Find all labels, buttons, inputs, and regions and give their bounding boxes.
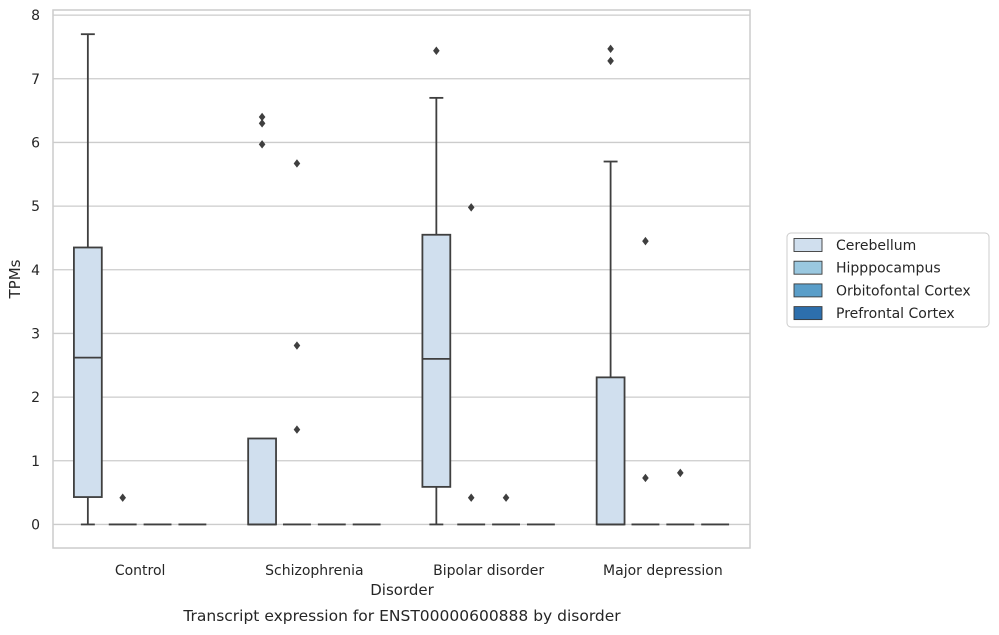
box-hipppocampus (631, 236, 660, 526)
y-tick-label: 4 (31, 263, 40, 279)
y-tick-label: 1 (31, 454, 40, 470)
y-tick-label: 5 (31, 199, 40, 215)
y-tick-labels: 0 1 2 3 4 5 6 7 8 (31, 8, 40, 533)
x-tick-label: Bipolar disorder (433, 563, 544, 579)
legend-swatch (793, 238, 823, 252)
outlier-point (607, 44, 614, 54)
outlier-point (467, 493, 475, 502)
box-hipppocampus (283, 159, 311, 526)
box-orbitofontal-cortex (666, 468, 695, 526)
legend: Cerebellum Hipppocampus Orbitofontal Corte… (786, 232, 990, 328)
box-iqr (595, 376, 626, 526)
y-tick-label: 0 (31, 517, 40, 533)
outlier-point (258, 112, 266, 122)
box-cerebellum (595, 44, 626, 526)
y-tick-label: 7 (31, 72, 40, 88)
y-tick-label: 2 (31, 390, 40, 406)
box-cerebellum (73, 33, 103, 526)
plot-marks (73, 33, 730, 526)
outlier-point (119, 493, 126, 502)
x-tick-labels: Control Schizophrenia Bipolar disorder Majo… (115, 563, 723, 579)
x-tick-label: Major depression (603, 563, 723, 579)
chart-caption: Transcript expression for ENST0000060088… (182, 607, 621, 625)
y-axis-title: TPMs (6, 259, 24, 299)
x-tick-label: Schizophrenia (265, 563, 363, 579)
outlier-point (642, 236, 649, 246)
outlier-point (467, 203, 475, 212)
x-tick-label: Control (115, 563, 166, 579)
box-orbitofontal-cortex (492, 493, 520, 526)
y-tick-label: 6 (31, 135, 40, 151)
legend-label: Cerebellum (836, 238, 916, 254)
outlier-point (258, 140, 266, 149)
legend-label: Hipppocampus (836, 261, 941, 277)
box-hipppocampus (108, 493, 137, 526)
y-tick-label: 8 (31, 8, 40, 24)
outlier-point (293, 159, 301, 168)
y-tick-label: 3 (31, 326, 40, 342)
outlier-point (293, 341, 301, 350)
outlier-point (258, 119, 266, 128)
outlier-point (642, 473, 649, 483)
legend-label: Orbitofontal Cortex (836, 283, 971, 299)
outlier-point (293, 425, 301, 434)
legend-swatch (793, 283, 823, 298)
legend-swatch (793, 260, 823, 275)
outlier-point (502, 493, 510, 502)
gridlines (53, 14, 750, 526)
box-cerebellum (421, 46, 452, 526)
outlier-point (607, 56, 614, 66)
legend-frame (786, 232, 990, 328)
legend-swatch (793, 306, 823, 321)
outlier-point (677, 468, 684, 478)
box-iqr (247, 437, 277, 526)
box-iqr (73, 246, 103, 498)
box-iqr (421, 233, 452, 488)
box-cerebellum (247, 112, 277, 526)
plot-frame (52, 9, 751, 549)
x-axis-title: Disorder (370, 581, 434, 599)
legend-label: Prefrontal Cortex (836, 306, 955, 322)
box-hipppocampus (457, 203, 486, 526)
outlier-point (433, 46, 440, 55)
